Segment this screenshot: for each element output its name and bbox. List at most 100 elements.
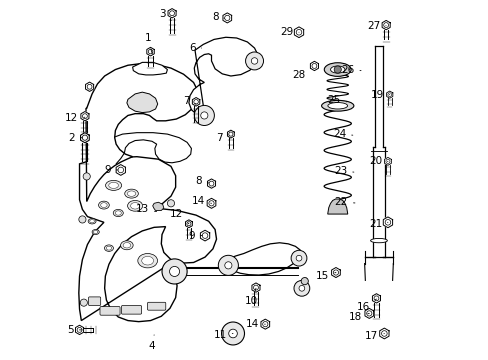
Text: 14: 14	[245, 319, 265, 329]
Circle shape	[333, 66, 341, 73]
Text: 9: 9	[104, 165, 118, 175]
Text: 9: 9	[188, 231, 202, 240]
Polygon shape	[294, 27, 303, 38]
Polygon shape	[386, 91, 392, 98]
Polygon shape	[383, 217, 392, 228]
Text: 8: 8	[211, 12, 224, 22]
Text: 24: 24	[332, 129, 352, 139]
Polygon shape	[372, 294, 380, 303]
Circle shape	[293, 280, 309, 296]
Polygon shape	[224, 243, 301, 275]
Circle shape	[224, 262, 231, 269]
Polygon shape	[251, 283, 260, 292]
Ellipse shape	[327, 103, 347, 109]
Ellipse shape	[130, 203, 140, 209]
Polygon shape	[86, 63, 198, 202]
Circle shape	[218, 255, 238, 275]
Text: 28: 28	[292, 68, 310, 80]
Ellipse shape	[89, 220, 94, 223]
Polygon shape	[116, 165, 125, 175]
Circle shape	[245, 52, 263, 70]
Circle shape	[169, 266, 179, 276]
Text: 4: 4	[148, 335, 154, 351]
Text: 22: 22	[334, 197, 354, 207]
Ellipse shape	[105, 180, 122, 190]
Text: 16: 16	[356, 299, 376, 312]
Ellipse shape	[124, 189, 138, 198]
Polygon shape	[227, 130, 234, 138]
Ellipse shape	[104, 245, 113, 251]
Ellipse shape	[370, 238, 386, 243]
Polygon shape	[327, 199, 347, 214]
Text: 23: 23	[333, 166, 353, 176]
Text: 18: 18	[348, 312, 368, 322]
Text: 15: 15	[315, 271, 335, 281]
Ellipse shape	[99, 201, 109, 209]
Text: 5: 5	[67, 325, 82, 335]
Polygon shape	[126, 92, 158, 113]
Polygon shape	[146, 47, 154, 56]
Polygon shape	[310, 61, 318, 71]
Text: 7: 7	[183, 96, 196, 106]
Polygon shape	[384, 157, 390, 165]
Polygon shape	[200, 230, 209, 241]
Text: 2: 2	[68, 133, 82, 143]
Circle shape	[298, 285, 304, 291]
Polygon shape	[81, 133, 89, 143]
Text: 26: 26	[341, 64, 360, 75]
Polygon shape	[207, 198, 215, 208]
Ellipse shape	[113, 210, 123, 217]
Circle shape	[228, 329, 237, 338]
Ellipse shape	[127, 191, 135, 196]
Polygon shape	[152, 202, 163, 211]
Polygon shape	[75, 325, 83, 334]
Circle shape	[290, 250, 306, 266]
FancyBboxPatch shape	[100, 307, 120, 315]
Circle shape	[296, 255, 301, 261]
Text: 17: 17	[365, 331, 384, 341]
Text: 8: 8	[195, 176, 208, 186]
Ellipse shape	[106, 246, 111, 250]
Polygon shape	[185, 220, 192, 228]
Polygon shape	[379, 328, 388, 339]
Circle shape	[80, 299, 87, 306]
Ellipse shape	[92, 229, 99, 234]
Text: 21: 21	[368, 219, 387, 229]
FancyBboxPatch shape	[121, 306, 142, 314]
Polygon shape	[168, 9, 176, 18]
Polygon shape	[331, 267, 340, 278]
Circle shape	[162, 259, 187, 284]
Ellipse shape	[127, 201, 142, 211]
Ellipse shape	[330, 66, 344, 73]
Ellipse shape	[88, 219, 96, 224]
Ellipse shape	[142, 256, 153, 265]
Text: 27: 27	[366, 21, 386, 31]
Ellipse shape	[121, 241, 133, 250]
Ellipse shape	[123, 243, 130, 248]
Polygon shape	[132, 62, 167, 75]
Circle shape	[167, 200, 174, 207]
Polygon shape	[79, 157, 216, 321]
Text: 7: 7	[216, 133, 228, 143]
Polygon shape	[223, 13, 231, 23]
Polygon shape	[188, 37, 258, 117]
Circle shape	[201, 112, 207, 119]
Polygon shape	[207, 179, 215, 188]
Text: 20: 20	[368, 156, 387, 166]
Text: 3: 3	[159, 9, 171, 21]
Circle shape	[251, 58, 257, 64]
Ellipse shape	[324, 63, 350, 76]
Text: 19: 19	[370, 90, 389, 100]
Polygon shape	[81, 112, 89, 121]
Text: 6: 6	[189, 43, 201, 53]
Text: 12: 12	[169, 209, 188, 224]
Text: 1: 1	[144, 33, 152, 54]
FancyBboxPatch shape	[88, 297, 101, 306]
Circle shape	[221, 322, 244, 345]
Ellipse shape	[138, 253, 157, 268]
Text: 13: 13	[135, 204, 156, 215]
Polygon shape	[192, 98, 200, 106]
Ellipse shape	[115, 211, 121, 215]
Text: 12: 12	[65, 113, 85, 123]
Ellipse shape	[108, 183, 118, 188]
